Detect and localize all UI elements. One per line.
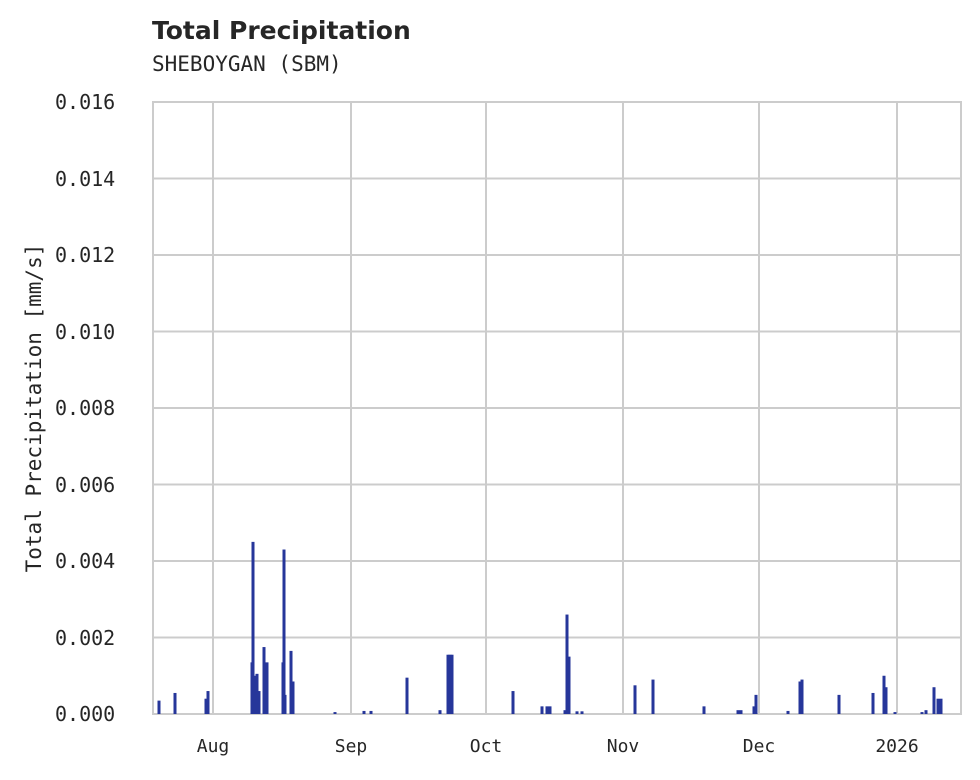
y-tick-label: 0.012	[55, 243, 116, 267]
precip-bar	[752, 706, 756, 714]
precip-bar	[448, 654, 452, 714]
precip-bar	[837, 694, 841, 714]
x-tick-label: Dec	[742, 736, 776, 757]
precip-bar	[333, 712, 337, 714]
precip-bar	[920, 712, 924, 714]
precip-bar	[932, 687, 936, 714]
precip-bar	[257, 691, 261, 714]
y-tick-label: 0.014	[55, 166, 116, 191]
precip-bar	[265, 662, 269, 714]
precip-bar	[798, 681, 802, 714]
precip-bar	[736, 710, 740, 714]
precip-bar	[893, 712, 897, 714]
precip-bar	[362, 710, 366, 714]
precip-bar	[548, 706, 552, 714]
precip-bar	[754, 694, 758, 714]
precip-bar	[253, 675, 257, 714]
precip-bar	[567, 656, 571, 714]
chart-title: Total Precipitation	[152, 16, 411, 45]
precip-bar	[871, 692, 875, 714]
x-tick-label: 2026	[875, 736, 919, 757]
precip-bar	[565, 614, 569, 714]
y-tick-label: 0.004	[55, 549, 116, 573]
precip-bar	[282, 549, 286, 714]
precip-bar	[702, 706, 706, 714]
precip-bar	[786, 710, 790, 714]
y-tick-label: 0.016	[55, 90, 116, 114]
precip-bar	[575, 711, 579, 714]
precip-bar	[251, 541, 255, 714]
precip-bar	[936, 698, 940, 714]
precip-bar	[289, 650, 293, 714]
x-tick-label: Aug	[196, 736, 230, 757]
precip-bar	[369, 710, 373, 714]
precip-bar	[739, 710, 743, 714]
precip-bar	[563, 710, 567, 714]
precip-bar	[446, 654, 450, 714]
y-tick-label: 0.002	[55, 625, 116, 650]
precip-bar	[255, 673, 259, 714]
y-tick-label: 0.006	[55, 472, 116, 497]
precip-bar	[173, 692, 177, 714]
precip-bar	[651, 679, 655, 714]
precip-bar	[540, 706, 544, 714]
precip-bar	[262, 647, 266, 714]
precip-bar	[545, 706, 549, 714]
precip-bar	[511, 691, 515, 714]
precip-bar	[450, 654, 454, 714]
y-tick-label: 0.000	[55, 702, 116, 726]
precip-bar	[405, 677, 409, 714]
precip-bar	[924, 710, 928, 714]
precip-bar	[438, 710, 442, 714]
precip-bar	[580, 711, 584, 714]
precip-bar	[884, 687, 888, 714]
precip-bar	[206, 691, 210, 714]
y-tick-label: 0.010	[55, 319, 116, 344]
precip-bar	[800, 679, 804, 714]
precip-bar	[939, 698, 943, 714]
precip-bar	[157, 700, 161, 714]
precip-bar	[283, 694, 287, 714]
x-tick-label: Oct	[469, 736, 503, 757]
precip-bar	[882, 675, 886, 714]
chart-subtitle: SHEBOYGAN (SBM)	[152, 52, 342, 76]
x-tick-label: Nov	[606, 736, 640, 757]
precip-bar	[204, 698, 208, 714]
precip-bar	[291, 681, 295, 714]
precip-bar	[633, 685, 637, 714]
x-tick-label: Sep	[334, 736, 368, 757]
y-tick-label: 0.008	[55, 396, 116, 420]
